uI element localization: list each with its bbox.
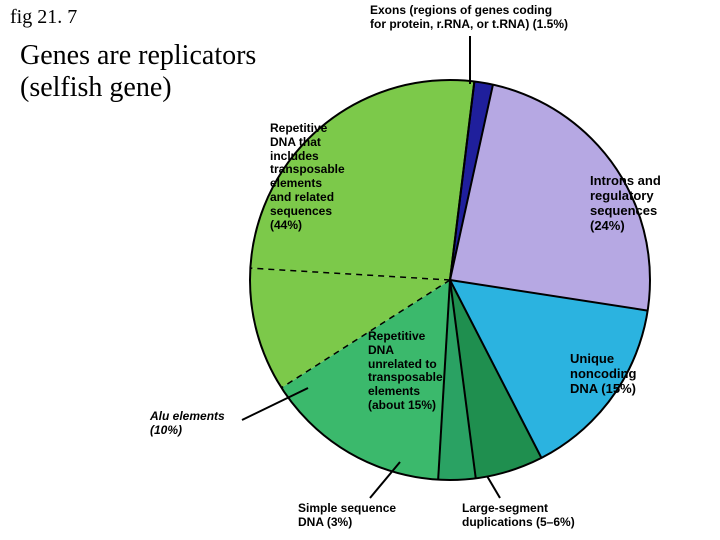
annotation-alu: Alu elements(10%) [150,410,270,438]
annotation-unique: UniquenoncodingDNA (15%) [570,352,710,397]
annotation-rep_un: RepetitiveDNAunrelated totransposableele… [368,330,488,413]
annotation-introns: Introns andregulatorysequences(24%) [590,174,720,234]
annotation-large: Large-segmentduplications (5–6%) [462,502,632,530]
annotation-exons: Exons (regions of genes codingfor protei… [370,4,650,32]
annotation-rep_te: RepetitiveDNA thatincludestransposableel… [270,122,390,232]
leader-line-large [487,476,500,498]
genome-pie-chart [0,0,720,540]
annotation-simple: Simple sequenceDNA (3%) [298,502,448,530]
